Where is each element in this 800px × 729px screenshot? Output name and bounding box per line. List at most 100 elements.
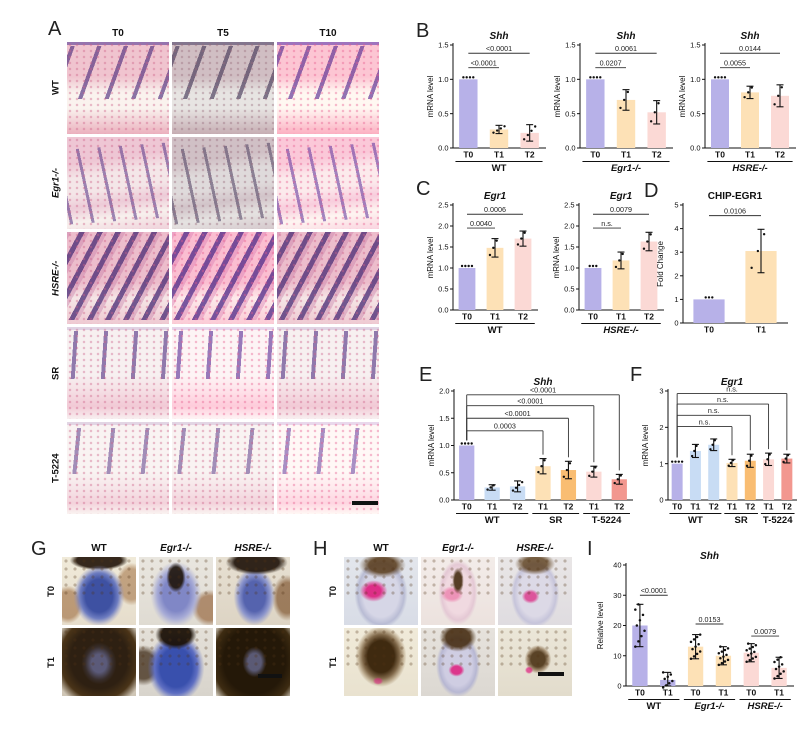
micrograph-g-T1-1 [139, 628, 213, 696]
svg-text:Egr1: Egr1 [721, 377, 744, 388]
micrograph-a-SR-2 [277, 327, 379, 419]
svg-text:Egr1: Egr1 [610, 191, 633, 202]
chart-svg-b1: 0.0 0.5 1.0 1.5 <0.0001 <0.0001 Shh mRNA level T… [426, 31, 546, 174]
row-label-Egr1-/-: Egr1-/- [50, 167, 62, 199]
chart-svg-d: 0 1 2 3 4 5 0.0106 CHIP-EGR1 Fold Change T0 T1 [656, 191, 788, 335]
svg-text:T1: T1 [621, 150, 631, 160]
panel-letter-b: B [416, 20, 430, 42]
chart-egr1-treatments: 0 1 2 3 n.s. n.s. n.s. n.s. Egr1 mRNA level T0 T1 T2… [641, 374, 799, 530]
svg-text:1.0: 1.0 [565, 75, 575, 84]
ish-grid: WT Egr1-/- HSRE-/- T0 T1 [326, 540, 572, 696]
row-label-HSRE-/-: HSRE-/- [50, 260, 62, 296]
svg-text:T1: T1 [616, 312, 626, 322]
chart-egr1-hsre: 0.0 0.5 1.0 1.5 2.0 2.5 n.s. 0.0079 Egr1 mRNA lev… [552, 190, 666, 340]
svg-text:0: 0 [659, 496, 663, 505]
svg-text:T2: T2 [709, 502, 719, 512]
col-header-HSRE-/-: HSRE-/- [234, 543, 272, 554]
svg-text:0.5: 0.5 [690, 109, 700, 118]
col-header-WT: WT [91, 543, 107, 554]
chart-svg-c1: 0.0 0.5 1.0 1.5 2.0 2.5 0.0040 0.0006 Egr1 mRNA l… [426, 191, 538, 336]
chart-shh-hsre: 0.0 0.5 1.0 1.5 0.0055 0.0144 Shh mRNA level T0 T… [678, 30, 798, 178]
svg-text:0.0079: 0.0079 [754, 627, 776, 636]
svg-text:1.5: 1.5 [565, 41, 575, 50]
svg-text:T0: T0 [463, 150, 473, 160]
svg-text:T0: T0 [462, 312, 472, 322]
svg-text:T1: T1 [774, 688, 784, 698]
svg-text:1.0: 1.0 [564, 264, 574, 273]
svg-text:Egr1: Egr1 [484, 191, 507, 202]
panel-letter-c: C [416, 178, 431, 200]
micrograph-h-T0-2 [498, 557, 572, 625]
micrograph-a-Egr1-/--0 [67, 137, 169, 229]
col-header-T10: T10 [319, 28, 337, 39]
svg-text:HSRE-/-: HSRE-/- [603, 325, 638, 336]
svg-text:1.0: 1.0 [438, 75, 448, 84]
svg-text:1.5: 1.5 [564, 243, 574, 252]
row-label-T0: T0 [46, 585, 57, 597]
svg-text:n.s.: n.s. [708, 406, 720, 415]
chart-svg-e: 0.0 0.5 1.0 1.5 2.0 0.0003 <0.0001 <0.0001 <0.00… [427, 377, 633, 526]
svg-text:T2: T2 [525, 150, 535, 160]
svg-text:1: 1 [674, 295, 678, 304]
svg-text:0.0079: 0.0079 [610, 205, 632, 214]
ihc-grid: WT Egr1-/- HSRE-/- T0 T1 [44, 540, 290, 696]
svg-text:T1: T1 [764, 502, 774, 512]
svg-text:0.0207: 0.0207 [600, 58, 622, 67]
svg-text:SR: SR [735, 515, 748, 526]
scale-bar [538, 672, 564, 676]
row-label-T-5224: T-5224 [50, 453, 62, 483]
micrograph-g-T0-2 [216, 557, 290, 625]
micrograph-a-WT-0 [67, 42, 169, 134]
svg-text:mRNA level: mRNA level [553, 75, 562, 117]
svg-text:T2: T2 [652, 150, 662, 160]
svg-text:T0: T0 [590, 150, 600, 160]
svg-text:WT: WT [646, 701, 661, 712]
svg-text:T2: T2 [782, 502, 792, 512]
col-header-WT: WT [373, 543, 389, 554]
svg-text:1.5: 1.5 [690, 41, 700, 50]
svg-text:0.0: 0.0 [439, 496, 449, 505]
chart-svg-i: 0 10 20 30 40 <0.0001 0.0153 0.0079 Shh Relative … [596, 551, 794, 712]
svg-text:CHIP-EGR1: CHIP-EGR1 [708, 191, 763, 202]
chart-svg-b2: 0.0 0.5 1.0 1.5 0.0207 0.0061 Shh mRNA level T0 T… [553, 31, 673, 174]
svg-text:0.5: 0.5 [438, 285, 448, 294]
micrograph-a-HSRE-/--1 [172, 232, 274, 324]
svg-text:2.0: 2.0 [438, 222, 448, 231]
micrograph-a-WT-2 [277, 42, 379, 134]
svg-text:T1: T1 [663, 688, 673, 698]
chart-egr1-wt: 0.0 0.5 1.0 1.5 2.0 2.5 0.0040 0.0006 Egr1 mRNA l… [426, 190, 540, 340]
svg-text:2.0: 2.0 [564, 222, 574, 231]
svg-text:T2: T2 [614, 502, 624, 512]
svg-text:0.0061: 0.0061 [615, 44, 637, 53]
svg-text:SR: SR [549, 515, 562, 526]
svg-text:Relative level: Relative level [596, 601, 605, 649]
chart-svg-c2: 0.0 0.5 1.0 1.5 2.0 2.5 n.s. 0.0079 Egr1 mRNA lev… [552, 191, 664, 336]
svg-text:T2: T2 [513, 502, 523, 512]
chart-shh-relative: 0 10 20 30 40 <0.0001 0.0153 0.0079 Shh Relative … [596, 550, 796, 716]
svg-text:0.5: 0.5 [564, 285, 574, 294]
svg-text:1.5: 1.5 [439, 414, 449, 423]
svg-text:Shh: Shh [617, 31, 636, 42]
svg-text:T0: T0 [704, 325, 714, 335]
row-label-SR: SR [50, 366, 62, 380]
svg-text:1.5: 1.5 [438, 243, 448, 252]
svg-text:T2: T2 [644, 312, 654, 322]
svg-text:0.0: 0.0 [690, 144, 700, 153]
chart-chip-egr1: 0 1 2 3 4 5 0.0106 CHIP-EGR1 Fold Change T0 T1 [656, 190, 790, 340]
svg-text:T1: T1 [490, 312, 500, 322]
svg-text:3: 3 [674, 248, 678, 257]
svg-text:T0: T0 [588, 312, 598, 322]
svg-text:T1: T1 [487, 502, 497, 512]
svg-text:T2: T2 [518, 312, 528, 322]
svg-text:T1: T1 [756, 325, 766, 335]
svg-text:1.0: 1.0 [438, 264, 448, 273]
svg-text:T-5224: T-5224 [592, 515, 622, 526]
scale-bar [352, 501, 378, 505]
svg-text:0.5: 0.5 [439, 468, 449, 477]
svg-text:WT: WT [488, 325, 503, 336]
svg-text:0.5: 0.5 [438, 109, 448, 118]
svg-text:WT: WT [688, 515, 703, 526]
panel-letter-g: G [31, 538, 47, 560]
panel-letter-a: A [48, 18, 62, 40]
svg-text:0.0106: 0.0106 [724, 206, 746, 215]
